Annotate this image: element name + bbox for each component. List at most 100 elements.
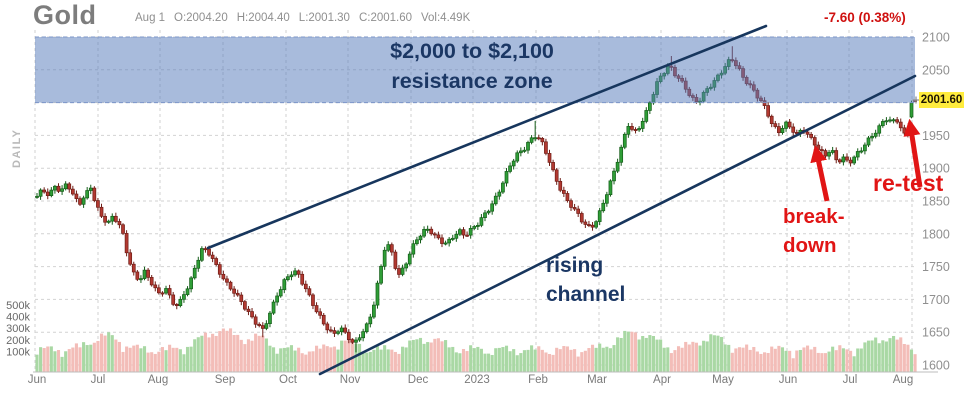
volume-bar (221, 328, 225, 372)
candle-body (522, 149, 527, 152)
volume-bar (659, 339, 663, 372)
candle-body (834, 150, 839, 161)
candle-body (440, 237, 444, 244)
candle-body (880, 121, 885, 127)
candle-body (884, 120, 889, 123)
volume-bar (594, 347, 598, 372)
candle-body (436, 234, 441, 239)
candle-body (260, 325, 265, 329)
volume-bar (763, 352, 767, 372)
volume-bar (286, 347, 290, 372)
volume-bar (576, 356, 580, 372)
candle-body (468, 227, 473, 236)
volume-bar (845, 349, 849, 372)
volume-bar (110, 335, 114, 372)
volume-bar (655, 339, 659, 372)
volume-bar (150, 352, 154, 372)
candle-body (594, 221, 598, 228)
volume-bar (85, 345, 89, 372)
volume-bar (350, 338, 354, 372)
candle-body (615, 161, 620, 172)
candle-body (429, 228, 434, 235)
candle-body (149, 277, 154, 286)
volume-bar (39, 347, 43, 372)
candle-body (454, 233, 459, 239)
volume-bar (863, 342, 867, 372)
candle-body (565, 193, 570, 202)
breakdown-arrow-icon (810, 144, 830, 202)
volume-bar (472, 348, 476, 372)
y-axis-label: 1950 (922, 129, 950, 143)
resistance-zone-label: $2,000 to $2,100 resistance zone (332, 36, 612, 96)
candle-body (544, 141, 548, 154)
volume-bar (913, 354, 917, 372)
volume-bar (633, 332, 638, 372)
candle-body (612, 170, 616, 182)
candle-body (386, 244, 391, 251)
volume-bar (282, 347, 286, 372)
volume-bar (530, 345, 534, 372)
volume-bar (257, 335, 261, 372)
candle-body (35, 195, 39, 198)
candle-body (605, 194, 609, 204)
x-axis-label: Dec (408, 374, 429, 386)
volume-bar (114, 339, 118, 372)
volume-bar (415, 339, 419, 372)
breakdown-label: break- down (783, 202, 845, 260)
volume-bar (849, 350, 853, 372)
candle-body (866, 137, 871, 146)
candle-body (870, 136, 874, 139)
candle-body (601, 202, 606, 212)
volume-bar (182, 354, 186, 372)
volume-bar (71, 347, 75, 372)
x-axis-label: Oct (279, 374, 298, 386)
volume-bar (616, 337, 620, 372)
candle-body (296, 270, 301, 275)
volume-bar (791, 358, 795, 372)
candle-body (769, 115, 774, 125)
candle-body (203, 248, 208, 251)
candle-body (160, 292, 165, 295)
candle-body (891, 119, 896, 122)
candle-body (121, 224, 125, 234)
candle-body (250, 311, 254, 318)
candle-body (619, 146, 624, 163)
resistance-zone-band (35, 37, 915, 103)
volume-bar (318, 348, 322, 372)
volume-bar (644, 337, 648, 372)
candle-body (60, 188, 64, 192)
rising-channel-line2: channel (546, 283, 626, 306)
volume-bar (716, 335, 720, 372)
candle-body (504, 171, 509, 184)
volume-bar (802, 347, 806, 372)
candle-body (271, 301, 276, 314)
quote-open: O:2004.20 (174, 12, 228, 24)
volume-bar (734, 348, 738, 372)
x-axis-label: Mar (587, 374, 607, 386)
volume-bar (684, 341, 688, 372)
volume-bar (497, 347, 501, 372)
volume-bar (304, 354, 308, 372)
volume-bar (612, 345, 616, 372)
candle-body (171, 294, 176, 305)
candle-body (863, 144, 867, 152)
candle-body (303, 283, 308, 290)
y-axis-label: 1850 (922, 195, 950, 209)
volume-bar (712, 335, 716, 372)
volume-bar (777, 345, 781, 372)
volume-bar (881, 340, 885, 372)
volume-bar (35, 354, 39, 372)
volume-bar (121, 351, 125, 372)
candle-body (164, 288, 168, 294)
volume-bar (515, 355, 519, 372)
volume-bar (709, 334, 713, 372)
volume-bar (375, 346, 380, 372)
breakdown-line1: break- (783, 205, 845, 228)
candle-body (447, 238, 452, 244)
candle-body (608, 180, 613, 196)
candle-body (106, 220, 111, 223)
volume-bar (225, 330, 229, 372)
volume-bar (820, 353, 824, 372)
candle-body (42, 189, 47, 193)
